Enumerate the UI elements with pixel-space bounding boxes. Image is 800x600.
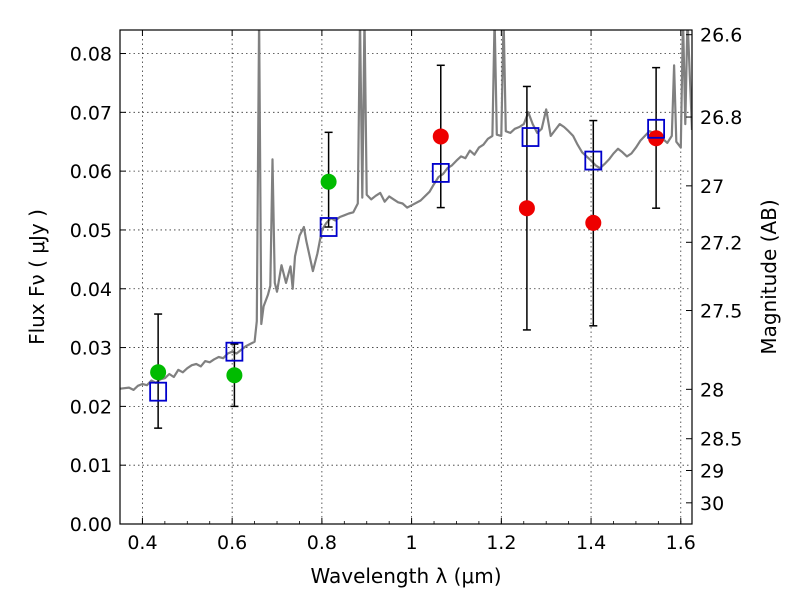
y2-tick-label: 26.6 [700, 25, 742, 47]
green-observed-point [150, 364, 167, 381]
y-tick-label: 0.04 [70, 279, 112, 301]
x-tick-label: 0.8 [307, 532, 337, 554]
y2-tick-label: 27.2 [700, 232, 742, 254]
x-tick-label: 1.2 [486, 532, 516, 554]
y-axis-title: Flux Fν ( μJy ) [25, 209, 49, 345]
model-box-marker [319, 217, 338, 237]
x-tick-label: 0.6 [217, 532, 247, 554]
model-box-marker [225, 341, 244, 362]
x-tick-label: 0.4 [127, 532, 157, 554]
y-tick-label: 0.08 [70, 44, 112, 66]
y2-tick-label: 27.5 [700, 301, 742, 323]
red-observed-point [585, 214, 602, 231]
x-tick-label: 1 [406, 532, 418, 554]
y2-axis-title: Magnitude (AB) [757, 199, 781, 354]
y-tick-label: 0.07 [70, 102, 112, 124]
y-tick-label: 0.00 [70, 514, 112, 536]
y2-tick-label: 28.5 [700, 429, 742, 451]
y-tick-label: 0.05 [70, 220, 112, 242]
y-tick-label: 0.02 [70, 396, 112, 418]
plot-area [120, 30, 692, 429]
x-tick-label: 1.4 [576, 532, 606, 554]
y2-tick-label: 27 [700, 176, 724, 198]
axis-ticks: 0.4 0.6 0.8 1 1.2 1.4 1.6 0.00 0.01 0.02 0.03 0.04 0… [70, 25, 743, 554]
x-axis-title: Wavelength λ (μm) [310, 564, 501, 588]
model-box-marker [584, 150, 603, 171]
y-tick-label: 0.01 [70, 455, 112, 477]
red-observed-point [518, 200, 535, 217]
model-box-marker [521, 127, 540, 147]
green-observed-point [226, 367, 243, 384]
model-box-marker [149, 381, 168, 402]
y-tick-label: 0.03 [70, 338, 112, 360]
y2-tick-label: 30 [700, 493, 724, 515]
y2-tick-label: 29 [700, 460, 724, 482]
red-observed-point [432, 128, 449, 145]
y2-tick-label: 26.8 [700, 107, 742, 129]
green-observed-point [320, 173, 337, 190]
x-tick-label: 1.6 [666, 532, 696, 554]
y-tick-label: 0.06 [70, 161, 112, 183]
grid-lines [120, 30, 692, 525]
spectrum-line [120, 30, 692, 391]
plot-frame [119, 29, 693, 525]
y2-tick-label: 28 [700, 379, 724, 401]
model-box-marker [647, 118, 666, 139]
model-box-marker [431, 163, 450, 183]
